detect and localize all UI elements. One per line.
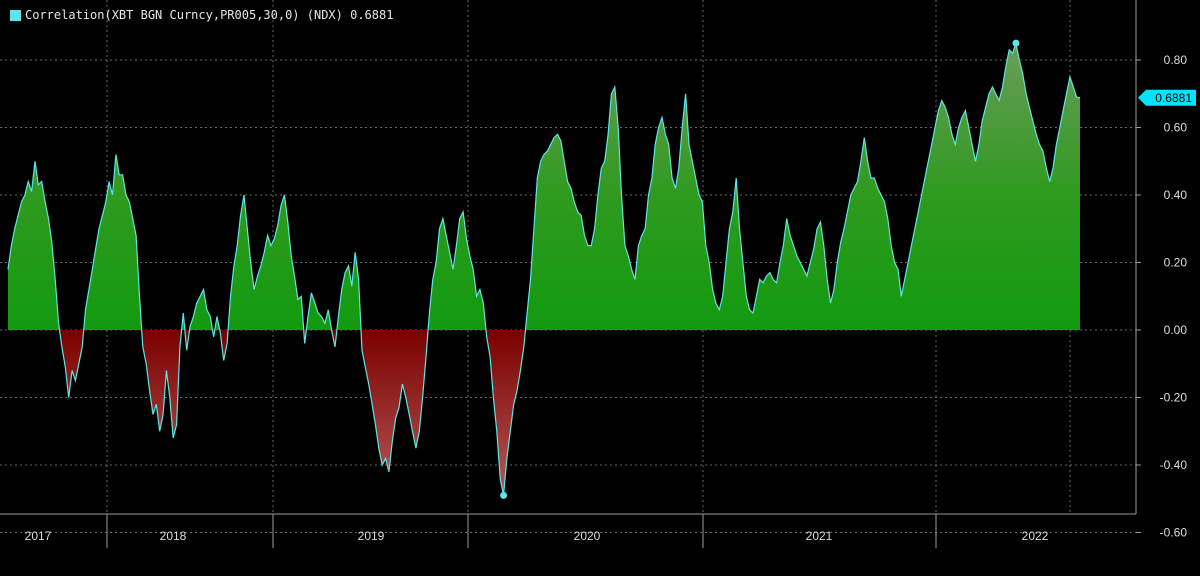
x-tick-label: 2021 — [806, 529, 833, 543]
x-tick-label: 2019 — [358, 529, 385, 543]
legend-label: Correlation(XBT BGN Curncy,PR005,30,0) (… — [25, 8, 394, 22]
y-tick-label: 0.80 — [1164, 53, 1188, 67]
min-marker — [500, 491, 508, 499]
y-tick-label: -0.60 — [1160, 526, 1188, 540]
last-value-text: 0.6881 — [1155, 91, 1192, 105]
legend-swatch — [10, 9, 21, 21]
last-value-tag — [1138, 89, 1196, 106]
last-value-label: 0.6881 — [1138, 89, 1196, 106]
y-tick-label: 0.40 — [1164, 188, 1188, 202]
extreme-markers — [500, 39, 1020, 499]
y-tick-label: 0.20 — [1164, 256, 1188, 270]
x-tick-label: 2022 — [1022, 529, 1049, 543]
x-tick-label: 2020 — [574, 529, 601, 543]
legend: Correlation(XBT BGN Curncy,PR005,30,0) (… — [10, 8, 393, 22]
axes: 0.80 0.60 0.40 0.20 0.00 -0.20 -0.40 -0.60 2017 2… — [0, 0, 1187, 548]
y-tick-label: 0.60 — [1164, 121, 1188, 135]
max-marker — [1012, 39, 1020, 47]
area-fills — [8, 43, 1080, 496]
y-tick-label: 0.00 — [1164, 323, 1188, 337]
y-tick-label: -0.40 — [1160, 458, 1188, 472]
y-tick-label: -0.20 — [1160, 391, 1188, 405]
x-tick-label: 2018 — [160, 529, 187, 543]
positive-area — [8, 43, 1080, 330]
correlation-line — [7, 40, 1081, 496]
x-tick-label: 2017 — [25, 529, 52, 543]
